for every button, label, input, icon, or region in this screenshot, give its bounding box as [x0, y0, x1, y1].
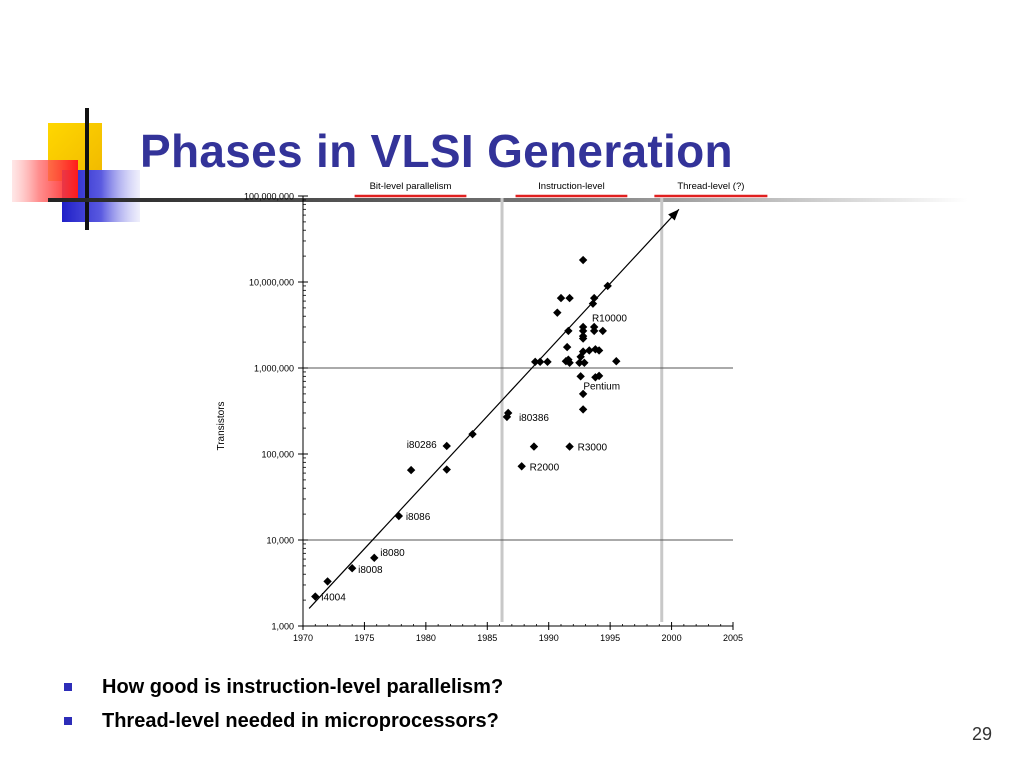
y-tick-label: 100,000,000	[244, 192, 294, 202]
data-point	[565, 293, 574, 303]
slide-title: Phases in VLSI Generation	[140, 125, 733, 177]
bullet-item: Thread-level needed in microprocessors?	[64, 706, 503, 740]
grid-layer	[303, 367, 733, 541]
data-point	[589, 322, 599, 332]
data-point	[517, 462, 526, 471]
data-point	[612, 356, 621, 366]
data-point	[575, 358, 584, 367]
x-tick-label: 1990	[539, 633, 559, 643]
data-point	[556, 293, 566, 303]
title-decoration	[12, 108, 968, 230]
data-point	[553, 308, 562, 317]
data-point	[578, 255, 588, 265]
data-point	[576, 372, 585, 381]
point-label: i8086	[406, 512, 431, 523]
data-point	[578, 405, 588, 414]
x-tick-label: 1970	[293, 633, 313, 643]
x-tick-label: 2000	[662, 633, 682, 643]
data-point	[503, 408, 513, 418]
x-tick-label: 1995	[600, 633, 620, 643]
phase-label: Thread-level (?)	[677, 181, 744, 192]
data-point	[531, 357, 540, 367]
x-tick-label: 1975	[354, 633, 374, 643]
data-point	[594, 371, 604, 381]
point-label: i80286	[407, 440, 437, 451]
point-label: i8080	[380, 548, 405, 559]
data-point	[578, 322, 588, 332]
data-point	[406, 465, 416, 475]
data-point	[580, 358, 589, 367]
point-label: i8008	[358, 565, 383, 576]
data-point	[529, 442, 539, 451]
y-axis-label: Transistors	[216, 401, 227, 450]
data-point	[603, 281, 612, 291]
bullet-marker	[64, 683, 72, 691]
data-point	[442, 441, 451, 451]
data-point	[598, 326, 607, 336]
data-point	[562, 342, 572, 352]
y-tick-label: 10,000,000	[249, 278, 294, 288]
y-tick-label: 1,000	[271, 622, 294, 632]
point-label: R2000	[530, 462, 560, 473]
y-tick-label: 10,000	[266, 536, 294, 546]
bullet-item: How good is instruction-level parallelis…	[64, 672, 503, 706]
phase-label: Instruction-level	[538, 181, 605, 192]
data-point	[588, 299, 598, 308]
x-tick-label: 1980	[416, 633, 436, 643]
data-point	[591, 345, 600, 354]
data-point	[594, 346, 604, 355]
page-number: 29	[971, 724, 992, 744]
data-point	[585, 346, 594, 355]
title-underline-rule	[48, 198, 968, 202]
data-point	[561, 356, 571, 366]
x-tick-label: 1985	[477, 633, 497, 643]
x-tick-label: 2005	[723, 633, 743, 643]
bullet-marker	[64, 717, 72, 725]
trend-arrowhead	[668, 209, 679, 221]
transistor-chart: Bit-level parallelism Instruction-level Th…	[216, 181, 768, 644]
data-point	[543, 357, 552, 367]
phase-label: Bit-level parallelism	[370, 181, 452, 192]
data-point	[535, 357, 545, 367]
bullet-text: How good is instruction-level parallelis…	[102, 676, 504, 698]
trend-layer	[308, 208, 680, 609]
point-label: i80386	[519, 413, 549, 424]
y-tick-label: 100,000	[261, 450, 294, 460]
data-point	[311, 592, 320, 601]
data-point	[347, 563, 357, 573]
y-tick-label: 1,000,000	[254, 364, 294, 374]
deco-red-square	[12, 160, 78, 202]
point-label: R3000	[578, 443, 608, 454]
point-label: i4004	[321, 593, 346, 604]
point-label: R10000	[592, 314, 627, 325]
points-layer: i4004 i8008 i8080 i8086 i80286 i80386 R2000 R30…	[311, 255, 627, 604]
data-point	[565, 442, 574, 451]
bullet-list: How good is instruction-level parallelis…	[64, 672, 503, 740]
bullet-text: Thread-level needed in microprocessors?	[102, 710, 499, 732]
trend-line	[308, 208, 680, 609]
deco-vertical-rule	[85, 108, 89, 230]
data-point	[442, 465, 451, 474]
data-point	[578, 347, 588, 356]
data-point	[370, 553, 379, 563]
data-point	[394, 511, 404, 521]
data-point	[468, 429, 477, 439]
data-point	[323, 577, 332, 586]
axis-layer: 1,000 10,000 100,000 1,000,000 10,000,000 100…	[244, 192, 743, 644]
data-point	[564, 326, 573, 336]
phase-layer: Bit-level parallelism Instruction-level Th…	[354, 181, 768, 622]
point-label: Pentium	[583, 381, 620, 392]
